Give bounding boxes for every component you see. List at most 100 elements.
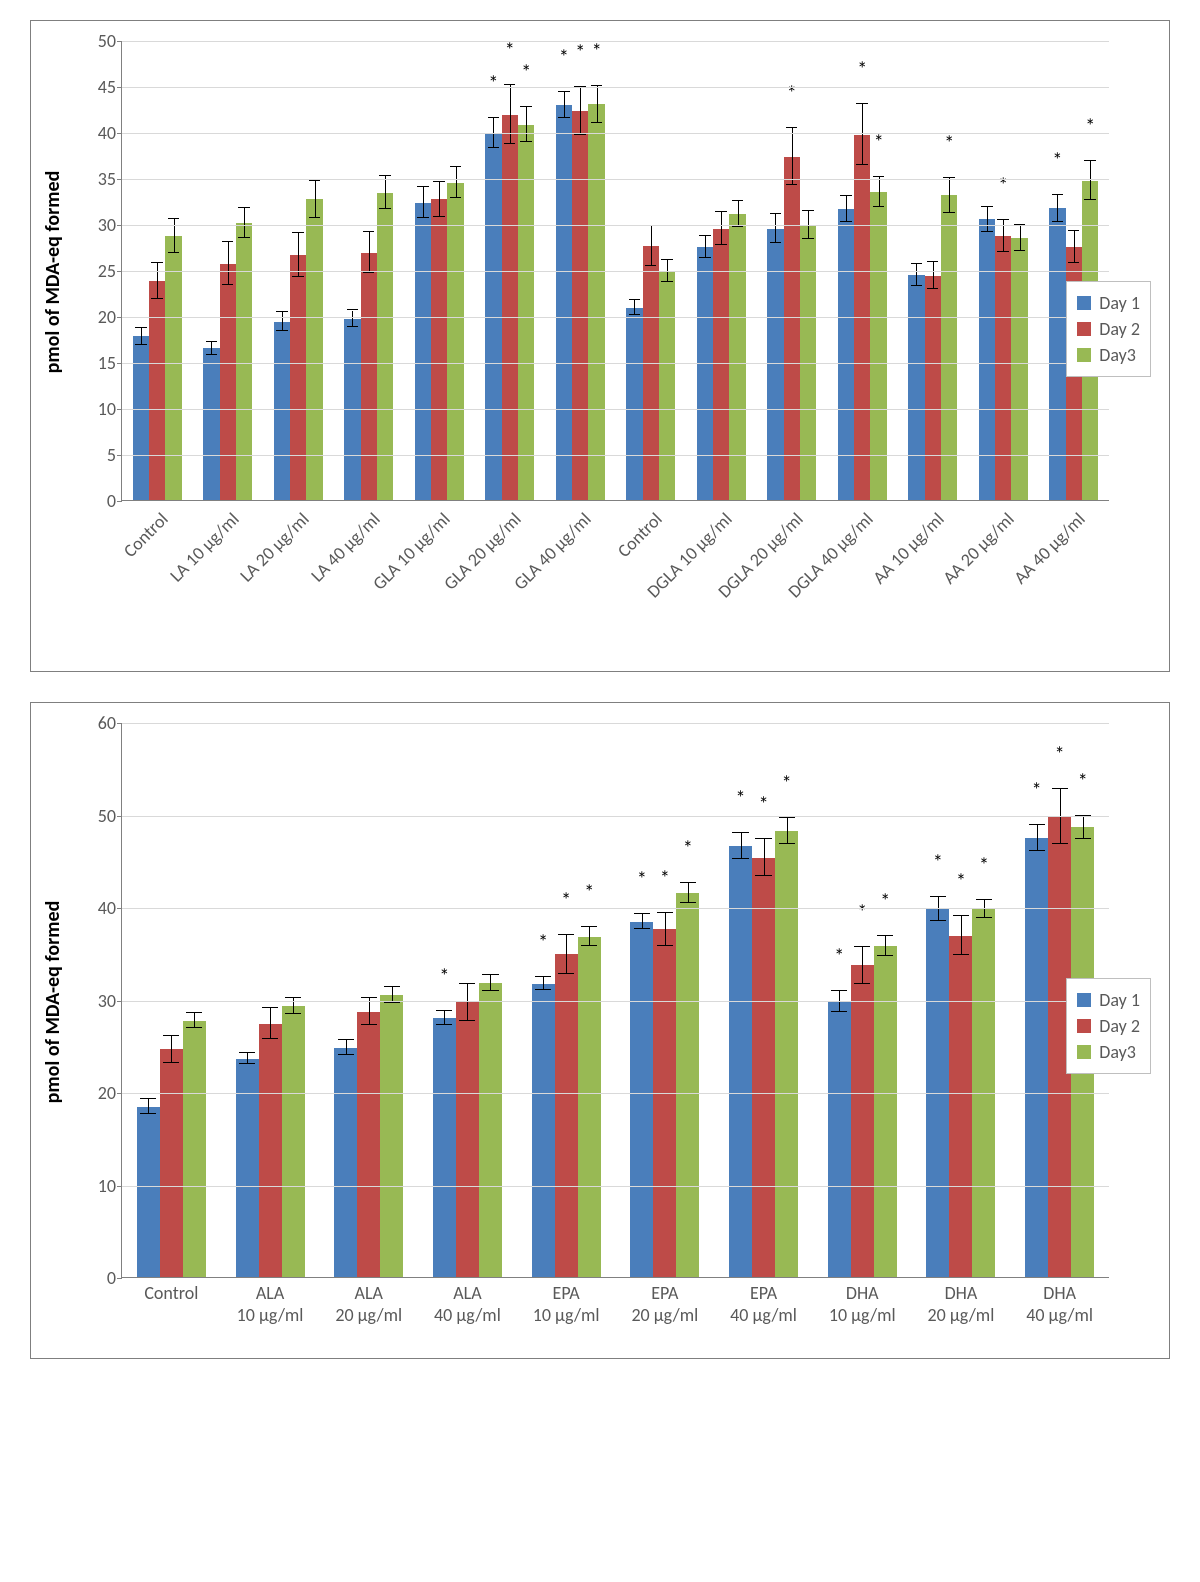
grid-line <box>122 1186 1109 1187</box>
error-cap <box>459 1020 475 1021</box>
error-cap <box>338 1054 354 1055</box>
x-category-label: ALA20 µg/ml <box>322 1283 416 1326</box>
bar <box>357 1012 380 1277</box>
significance-star: * <box>683 839 693 859</box>
grid-line <box>122 363 1109 364</box>
significance-star: * <box>944 134 954 154</box>
x-category-label: Control <box>119 508 173 562</box>
error-bar <box>369 232 370 272</box>
bar <box>274 322 290 500</box>
error-cap <box>186 1027 202 1028</box>
error-bar <box>1020 225 1021 251</box>
error-cap <box>755 838 771 839</box>
error-cap <box>238 237 250 238</box>
error-cap <box>535 976 551 977</box>
y-tick-label: 50 <box>98 805 122 827</box>
error-cap <box>699 257 711 258</box>
error-bar <box>862 104 863 165</box>
error-bar <box>787 818 788 844</box>
significance-star: * <box>956 872 966 892</box>
legend-swatch <box>1077 348 1091 362</box>
legend-swatch <box>1077 1019 1091 1033</box>
error-bar <box>385 176 386 209</box>
error-cap <box>361 1024 377 1025</box>
error-cap <box>151 298 163 299</box>
error-cap <box>276 330 288 331</box>
legend-label: Day 2 <box>1099 318 1140 340</box>
grid-line <box>122 1093 1109 1094</box>
error-cap <box>840 221 852 222</box>
legend-label: Day3 <box>1099 1041 1136 1063</box>
error-cap <box>450 166 462 167</box>
error-cap <box>661 281 673 282</box>
error-cap <box>657 912 673 913</box>
x-category-label: EPA10 µg/ml <box>519 1283 613 1326</box>
error-cap <box>168 218 180 219</box>
significance-star: * <box>1052 151 1062 171</box>
error-cap <box>802 210 814 211</box>
error-bar <box>346 1040 347 1055</box>
significance-star: * <box>637 870 647 890</box>
error-cap <box>1052 788 1068 789</box>
error-bar <box>846 196 847 222</box>
error-cap <box>239 1052 255 1053</box>
bar <box>729 214 745 500</box>
y-tick-label: 0 <box>107 490 122 512</box>
bar <box>588 104 604 500</box>
error-cap <box>276 311 288 312</box>
chart-1-plot-area: ************* 05101520253035404550Contro… <box>121 41 1109 501</box>
chart-2-plot-outer: ******************* 0102030405060Control… <box>121 723 1109 1278</box>
error-bar <box>510 85 511 144</box>
error-cap <box>770 242 782 243</box>
error-bar <box>589 927 590 946</box>
error-cap <box>504 143 516 144</box>
significance-star: * <box>782 774 792 794</box>
error-bar <box>764 839 765 876</box>
y-tick-label: 20 <box>98 306 122 328</box>
error-cap <box>911 263 923 264</box>
error-cap <box>417 186 429 187</box>
error-cap <box>433 216 445 217</box>
error-cap <box>292 232 304 233</box>
significance-star: * <box>575 43 585 63</box>
error-cap <box>840 195 852 196</box>
legend-swatch <box>1077 296 1091 310</box>
error-bar <box>651 226 652 266</box>
error-bar <box>792 128 793 185</box>
bar <box>908 275 924 500</box>
error-cap <box>976 899 992 900</box>
x-category-label: ALA10 µg/ml <box>223 1283 317 1326</box>
error-cap <box>943 177 955 178</box>
error-cap <box>361 997 377 998</box>
bar <box>659 271 675 500</box>
bar <box>290 255 306 500</box>
error-cap <box>239 1063 255 1064</box>
error-cap <box>206 354 218 355</box>
legend-item: Day3 <box>1077 1041 1140 1063</box>
chart-1-container: pmol of MDA-eq formed ************* 0510… <box>30 20 1170 672</box>
error-cap <box>347 326 359 327</box>
y-tick-label: 15 <box>98 352 122 374</box>
bar <box>767 229 783 500</box>
error-bar <box>738 201 739 227</box>
bar <box>259 1024 282 1277</box>
error-cap <box>629 299 641 300</box>
grid-line <box>122 225 1109 226</box>
error-cap <box>629 314 641 315</box>
error-cap <box>927 261 939 262</box>
y-tick-label: 20 <box>98 1082 122 1104</box>
x-category-label: LA 20 µg/ml <box>235 508 313 586</box>
grid-line <box>122 1001 1109 1002</box>
y-tick-label: 60 <box>98 712 122 734</box>
error-cap <box>238 207 250 208</box>
error-bar <box>949 178 950 213</box>
error-bar <box>439 182 440 217</box>
bar <box>784 157 800 500</box>
error-cap <box>854 946 870 947</box>
error-cap <box>1084 199 1096 200</box>
x-category-label: AA 10 µg/ml <box>868 508 948 588</box>
grid-line <box>122 133 1109 134</box>
error-cap <box>163 1035 179 1036</box>
grid-line <box>122 455 1109 456</box>
error-cap <box>732 832 748 833</box>
